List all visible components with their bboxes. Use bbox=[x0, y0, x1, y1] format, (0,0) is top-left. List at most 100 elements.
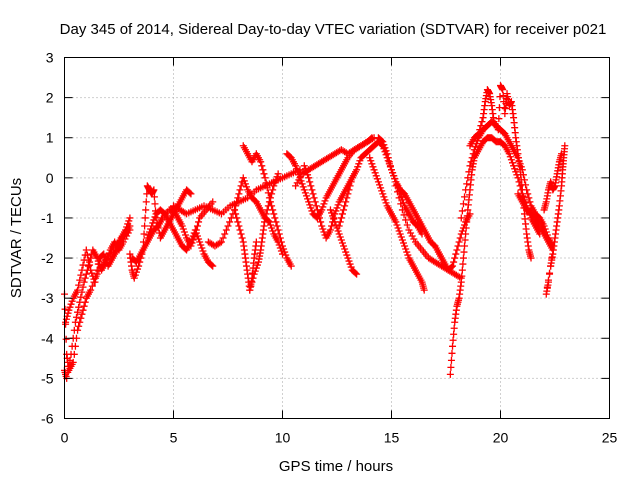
data-point bbox=[395, 227, 403, 235]
data-point bbox=[293, 179, 301, 187]
data-point bbox=[380, 141, 388, 149]
data-point bbox=[524, 190, 532, 198]
data-point bbox=[476, 126, 484, 134]
data-point bbox=[147, 225, 155, 233]
data-point bbox=[344, 254, 352, 262]
series-m bbox=[292, 134, 376, 190]
data-point bbox=[469, 150, 477, 158]
data-point bbox=[193, 222, 201, 230]
data-point bbox=[451, 254, 459, 262]
data-point bbox=[356, 157, 364, 165]
data-point bbox=[449, 262, 457, 270]
data-point bbox=[346, 182, 354, 190]
data-point bbox=[262, 179, 270, 187]
data-point bbox=[478, 118, 486, 126]
data-point bbox=[379, 138, 387, 146]
data-point bbox=[394, 224, 402, 232]
data-point bbox=[187, 190, 195, 198]
data-point bbox=[516, 182, 524, 190]
data-point bbox=[355, 160, 363, 168]
data-point bbox=[345, 257, 353, 265]
data-point bbox=[382, 199, 390, 207]
data-point bbox=[456, 234, 464, 242]
data-point bbox=[87, 286, 95, 294]
data-point bbox=[392, 218, 400, 226]
data-point bbox=[347, 178, 355, 186]
data-point bbox=[398, 236, 406, 244]
data-point bbox=[79, 261, 87, 269]
data-point bbox=[474, 131, 482, 139]
data-point bbox=[252, 264, 260, 272]
data-point bbox=[397, 200, 405, 208]
y-axis-label: SDTVAR / TECUs bbox=[8, 178, 25, 298]
data-point bbox=[383, 150, 391, 158]
data-point bbox=[377, 184, 385, 192]
data-point bbox=[448, 349, 456, 357]
data-point bbox=[307, 182, 315, 190]
x-tick-label: 5 bbox=[170, 430, 178, 446]
data-point bbox=[332, 221, 340, 229]
data-point bbox=[272, 218, 280, 226]
data-point bbox=[458, 227, 466, 235]
data-point bbox=[88, 269, 96, 277]
data-point bbox=[385, 158, 393, 166]
data-point bbox=[342, 198, 350, 206]
data-point bbox=[91, 278, 99, 286]
data-point bbox=[510, 162, 518, 170]
data-point bbox=[461, 242, 469, 250]
data-point bbox=[238, 234, 246, 242]
data-point bbox=[466, 162, 474, 170]
data-point bbox=[66, 303, 74, 311]
data-point bbox=[267, 221, 275, 229]
data-point bbox=[402, 245, 410, 253]
data-point bbox=[309, 190, 317, 198]
data-point bbox=[216, 239, 224, 247]
data-point bbox=[71, 318, 79, 326]
data-point bbox=[340, 206, 348, 214]
data-point bbox=[381, 144, 389, 152]
data-point bbox=[314, 210, 322, 218]
data-point bbox=[180, 228, 188, 236]
data-point bbox=[505, 150, 513, 158]
data-point bbox=[380, 193, 388, 201]
data-point bbox=[221, 230, 229, 238]
y-tick-label: -2 bbox=[41, 250, 54, 266]
data-point bbox=[195, 235, 203, 243]
data-point bbox=[68, 297, 76, 305]
data-point bbox=[150, 216, 158, 224]
data-point bbox=[296, 173, 304, 181]
data-point bbox=[475, 130, 483, 138]
data-point bbox=[226, 218, 234, 226]
data-point bbox=[268, 224, 276, 232]
x-axis-label: GPS time / hours bbox=[279, 458, 393, 475]
data-point bbox=[353, 166, 361, 174]
data-point bbox=[402, 216, 410, 224]
data-point bbox=[82, 246, 90, 254]
data-point bbox=[232, 210, 240, 218]
y-tick-label: -3 bbox=[41, 290, 54, 306]
data-point bbox=[526, 198, 534, 206]
data-point bbox=[546, 269, 554, 277]
data-point bbox=[328, 222, 336, 230]
data-point bbox=[525, 194, 533, 202]
data-point bbox=[293, 165, 301, 173]
data-point bbox=[67, 300, 75, 308]
data-point bbox=[332, 207, 340, 215]
data-point bbox=[262, 210, 270, 218]
data-point bbox=[378, 187, 386, 195]
data-point bbox=[463, 180, 471, 188]
series-n bbox=[300, 162, 356, 242]
data-point bbox=[495, 115, 503, 123]
data-point bbox=[447, 363, 455, 371]
data-point bbox=[224, 222, 232, 230]
data-point bbox=[300, 186, 308, 194]
data-point bbox=[343, 251, 351, 259]
data-point bbox=[477, 122, 485, 130]
data-point bbox=[65, 306, 73, 314]
data-point bbox=[468, 154, 476, 162]
data-point bbox=[307, 204, 315, 212]
data-point bbox=[459, 254, 467, 262]
data-point bbox=[384, 154, 392, 162]
data-point bbox=[179, 225, 187, 233]
